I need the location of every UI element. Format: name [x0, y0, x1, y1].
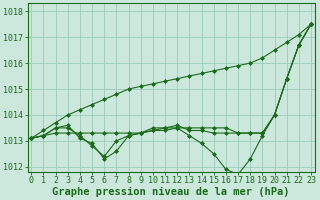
X-axis label: Graphe pression niveau de la mer (hPa): Graphe pression niveau de la mer (hPa): [52, 186, 290, 197]
